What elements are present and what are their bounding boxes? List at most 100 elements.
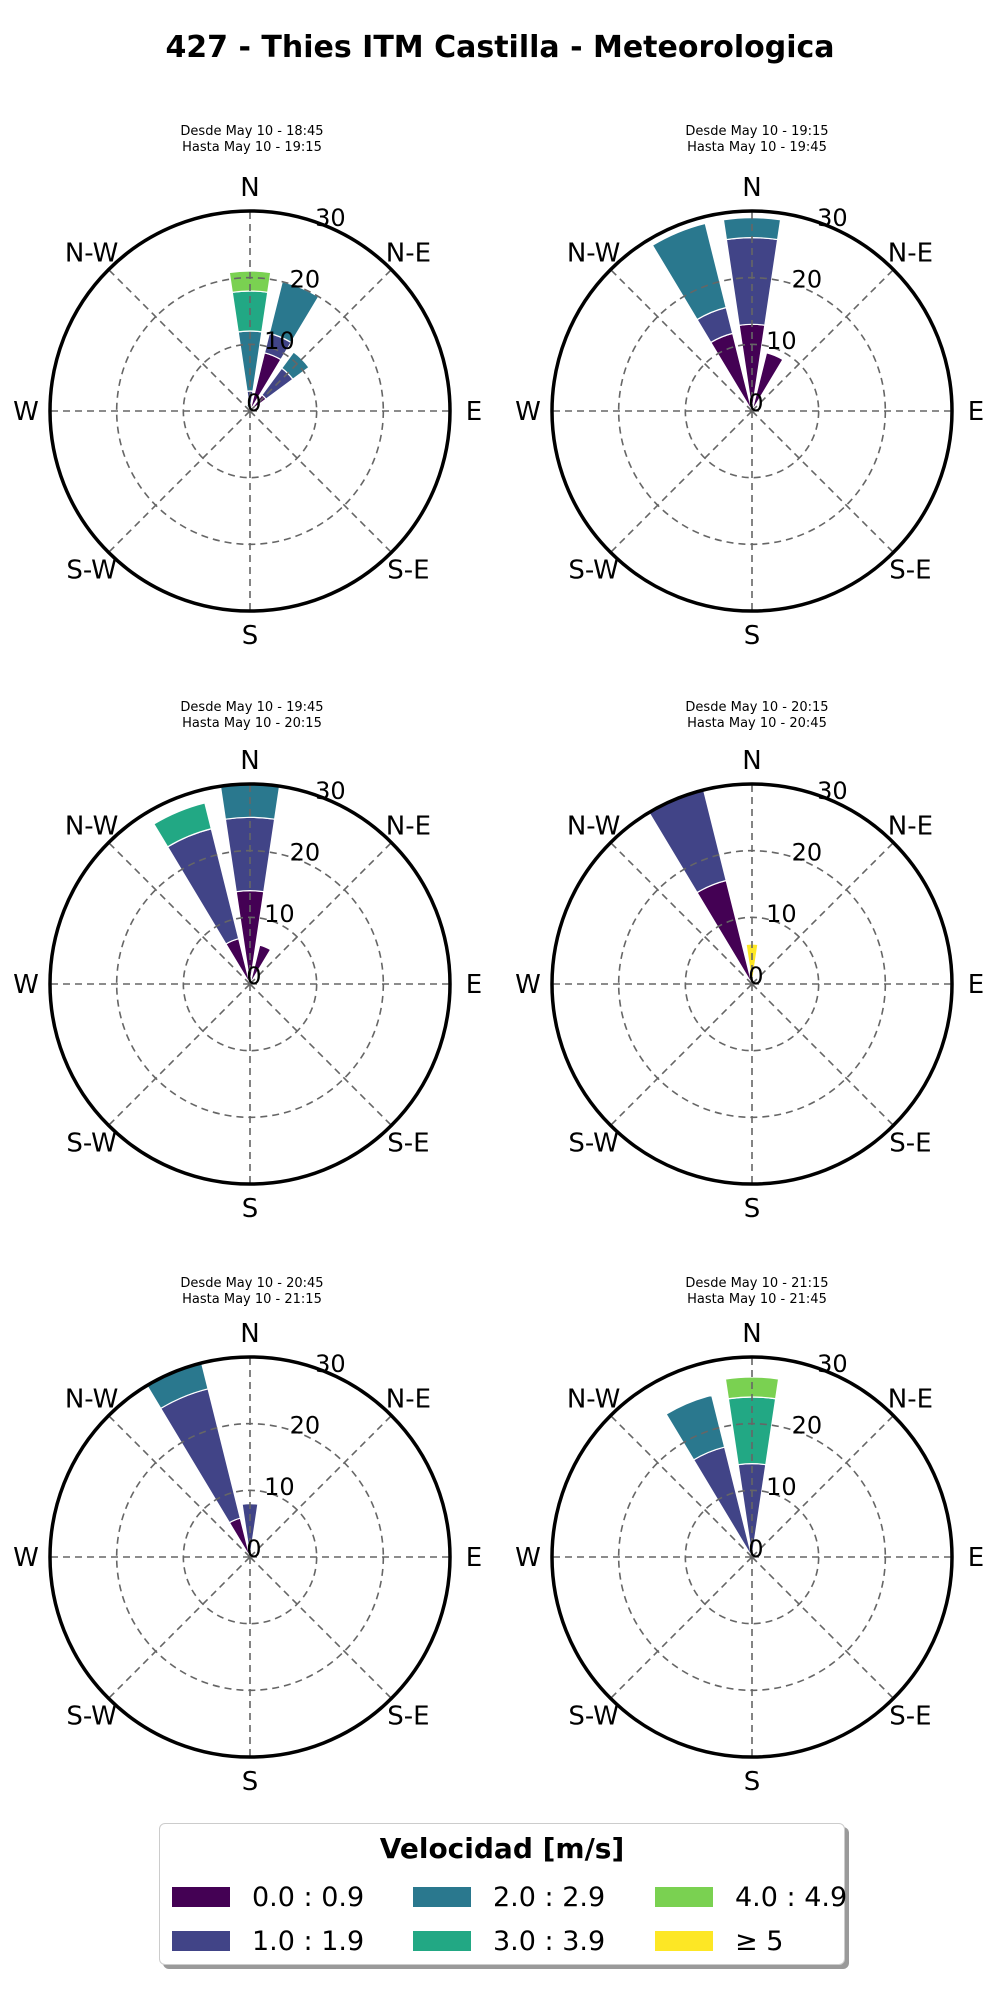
direction-label-S-W: S-W — [568, 1701, 619, 1731]
direction-label-W: W — [515, 970, 541, 1000]
radial-tick-label-30: 30 — [315, 204, 346, 232]
legend: Velocidad [m/s] 0.0 : 0.9 1.0 : 1.9 2.0 … — [159, 1823, 847, 1965]
direction-label-E: E — [968, 970, 984, 1000]
bar-dir-337.5-bin-2 — [159, 1388, 242, 1524]
bar-dir-0-bin-2 — [224, 816, 276, 893]
direction-label-S-E: S-E — [889, 1701, 931, 1731]
windrose-5: N N-E E S-E S S-W W N-W 0 10 20 30 — [13, 1319, 482, 1797]
direction-label-E: E — [466, 970, 482, 1000]
subplot-4-subtitle: Hasta May 10 - 20:45 — [687, 716, 827, 731]
bar-dir-337.5-bin-4 — [153, 802, 213, 848]
legend-label-bin-1: 0.0 : 0.9 — [252, 1881, 365, 1913]
direction-label-N-W: N-W — [65, 239, 119, 269]
legend-item-bin-1: 0.0 : 0.9 — [172, 1881, 365, 1913]
direction-label-E: E — [466, 397, 482, 427]
grid-spoke-S-E — [249, 983, 392, 1126]
radial-tick-label-20: 20 — [792, 839, 823, 867]
bar-dir-337.5-bin-3 — [665, 1394, 726, 1461]
radial-tick-label-20: 20 — [792, 266, 823, 294]
radial-tick-label-30: 30 — [817, 1350, 848, 1378]
legend-item-bin-5: 4.0 : 4.9 — [655, 1882, 847, 1913]
grid-spoke-S-E — [751, 410, 894, 553]
direction-label-E: E — [968, 1543, 984, 1573]
direction-label-N: N — [742, 173, 761, 203]
grid-spoke-N-W — [610, 1415, 753, 1558]
grid-spoke-S-E — [249, 410, 392, 553]
radial-tick-label-10: 10 — [766, 1473, 797, 1501]
outer-ring — [550, 782, 954, 1186]
legend-label-bin-4: 3.0 : 3.9 — [493, 1925, 606, 1957]
bar-dir-0-bin-5 — [228, 270, 272, 294]
subplot-1-title: Desde May 10 - 18:45 — [180, 124, 324, 139]
direction-label-S-W: S-W — [66, 1701, 117, 1731]
subplot-6-header: Desde May 10 - 21:15 Hasta May 10 - 21:4… — [607, 1276, 907, 1308]
radial-tick-label-0: 0 — [748, 962, 763, 990]
radial-tick-label-10: 10 — [264, 900, 295, 928]
direction-label-N-W: N-W — [567, 812, 621, 842]
direction-label-W: W — [515, 1543, 541, 1573]
grid-spoke-N-W — [610, 269, 753, 412]
subplot-3-title: Desde May 10 - 19:45 — [180, 700, 324, 715]
direction-label-W: W — [13, 970, 39, 1000]
grid-spoke-S-W — [108, 1556, 251, 1699]
direction-label-N: N — [240, 173, 259, 203]
direction-label-N-E: N-E — [386, 812, 431, 842]
legend-label-bin-6: ≥ 5 — [735, 1925, 784, 1957]
direction-label-E: E — [466, 1543, 482, 1573]
radial-tick-label-0: 0 — [246, 389, 261, 417]
direction-label-N: N — [742, 1319, 761, 1349]
subplot-5-header: Desde May 10 - 20:45 Hasta May 10 - 21:1… — [102, 1276, 402, 1308]
grid-spoke-S-W — [610, 1556, 753, 1699]
windrose-2: N N-E E S-E S S-W W N-W 0 10 20 30 — [515, 173, 984, 651]
radial-tick-label-30: 30 — [817, 204, 848, 232]
radial-tick-label-10: 10 — [264, 327, 295, 355]
legend-title: Velocidad [m/s] — [379, 1832, 625, 1865]
direction-label-S: S — [744, 1194, 761, 1224]
outer-ring — [550, 209, 954, 613]
windrose-grid: N N-E E S-E S S-W W N-W 0 10 20 30 N N-E E S-E S S-W W N-W 0… — [13, 173, 984, 1797]
direction-label-S-E: S-E — [387, 1701, 429, 1731]
subplot-1-subtitle: Hasta May 10 - 19:15 — [182, 140, 322, 155]
outer-ring — [48, 1355, 452, 1759]
legend-swatch-bin-6 — [655, 1931, 713, 1951]
direction-label-S-W: S-W — [568, 555, 619, 585]
subplot-3-subtitle: Hasta May 10 - 20:15 — [182, 716, 322, 731]
grid-spoke-S-W — [108, 983, 251, 1126]
outer-ring — [48, 782, 452, 1186]
radial-tick-label-30: 30 — [315, 1350, 346, 1378]
radial-tick-label-30: 30 — [315, 777, 346, 805]
direction-label-N-W: N-W — [65, 1385, 119, 1415]
grid-spoke-N-W — [108, 269, 251, 412]
subplot-2-header: Desde May 10 - 19:15 Hasta May 10 - 19:4… — [607, 124, 907, 156]
radial-tick-label-20: 20 — [290, 266, 321, 294]
direction-label-N: N — [240, 746, 259, 776]
direction-label-S: S — [242, 1194, 259, 1224]
direction-label-S-W: S-W — [568, 1128, 619, 1158]
radial-tick-label-0: 0 — [748, 389, 763, 417]
direction-label-N-W: N-W — [567, 239, 621, 269]
direction-label-N-W: N-W — [65, 812, 119, 842]
legend-item-bin-3: 2.0 : 2.9 — [413, 1881, 606, 1913]
windrose-1: N N-E E S-E S S-W W N-W 0 10 20 30 — [13, 173, 482, 651]
subplot-5-title: Desde May 10 - 20:45 — [180, 1276, 324, 1291]
radial-tick-label-0: 0 — [246, 962, 261, 990]
grid-spoke-S-W — [610, 410, 753, 553]
direction-label-S: S — [242, 1767, 259, 1797]
grid-spoke-S-E — [751, 983, 894, 1126]
legend-item-bin-2: 1.0 : 1.9 — [172, 1926, 364, 1957]
grid-spoke-N-W — [108, 842, 251, 985]
legend-label-bin-3: 2.0 : 2.9 — [493, 1881, 606, 1913]
direction-label-S: S — [242, 621, 259, 651]
outer-ring — [550, 1355, 954, 1759]
direction-label-S-W: S-W — [66, 1128, 117, 1158]
direction-label-N: N — [240, 1319, 259, 1349]
direction-label-N-E: N-E — [386, 1385, 431, 1415]
grid-spoke-N-E — [249, 1415, 392, 1558]
radial-tick-label-20: 20 — [290, 839, 321, 867]
legend-swatch-bin-1 — [172, 1887, 230, 1907]
direction-label-S: S — [744, 1767, 761, 1797]
direction-label-W: W — [13, 397, 39, 427]
subplot-5-subtitle: Hasta May 10 - 21:15 — [182, 1292, 322, 1307]
legend-swatch-bin-3 — [413, 1887, 471, 1907]
